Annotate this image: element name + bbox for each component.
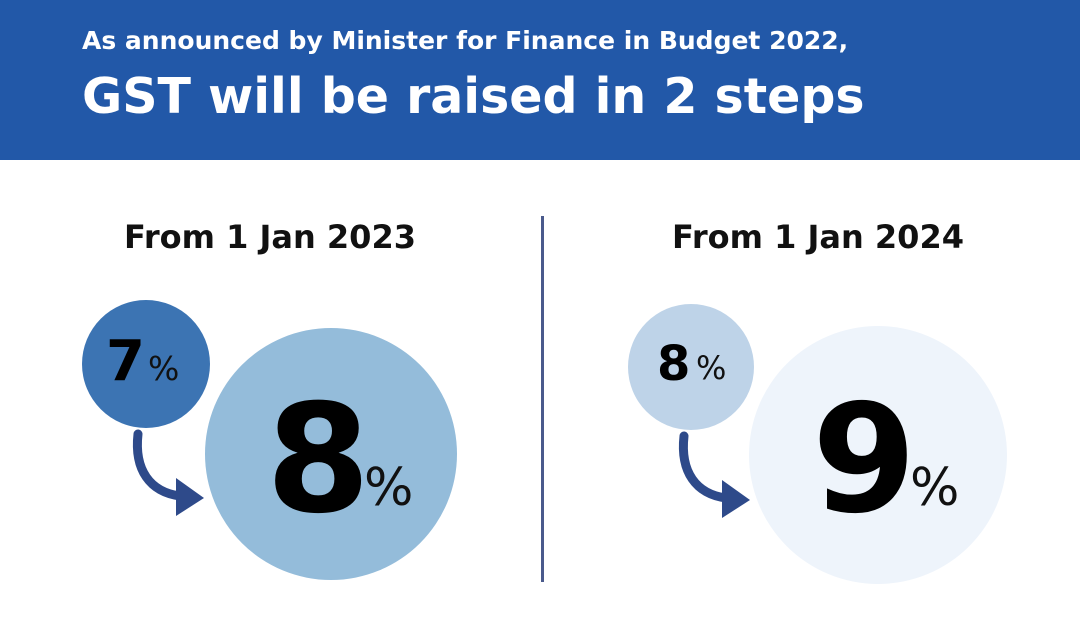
step-1-old-rate-unit: %: [148, 349, 180, 388]
header-banner: As announced by Minister for Finance in …: [0, 0, 1080, 160]
step-2-new-rate-unit: %: [910, 458, 960, 518]
step-2-new-rate-value: 9: [812, 373, 917, 547]
step-1-new-rate-circle: [205, 328, 457, 580]
step-2-old-rate-circle: [628, 304, 754, 430]
step-1-heading: From 1 Jan 2023: [124, 218, 416, 256]
step-2-arrow-icon: [678, 431, 750, 518]
step-2-new-rate-circle: [749, 326, 1007, 584]
step-1-old-rate-circle: [82, 300, 210, 428]
step-2-old-rate-unit: %: [696, 349, 727, 387]
step-1-new-rate-value: 8: [266, 373, 371, 547]
step-1-old-rate-value: 7: [106, 329, 145, 394]
banner-title: GST will be raised in 2 steps: [82, 68, 865, 125]
step-2-heading: From 1 Jan 2024: [672, 218, 964, 256]
step-1-arrow-icon: [132, 429, 204, 516]
column-divider: [541, 216, 544, 582]
step-2-old-rate-value: 8: [657, 336, 691, 392]
step-1-new-rate-unit: %: [364, 458, 414, 518]
banner-subtitle: As announced by Minister for Finance in …: [82, 26, 849, 55]
